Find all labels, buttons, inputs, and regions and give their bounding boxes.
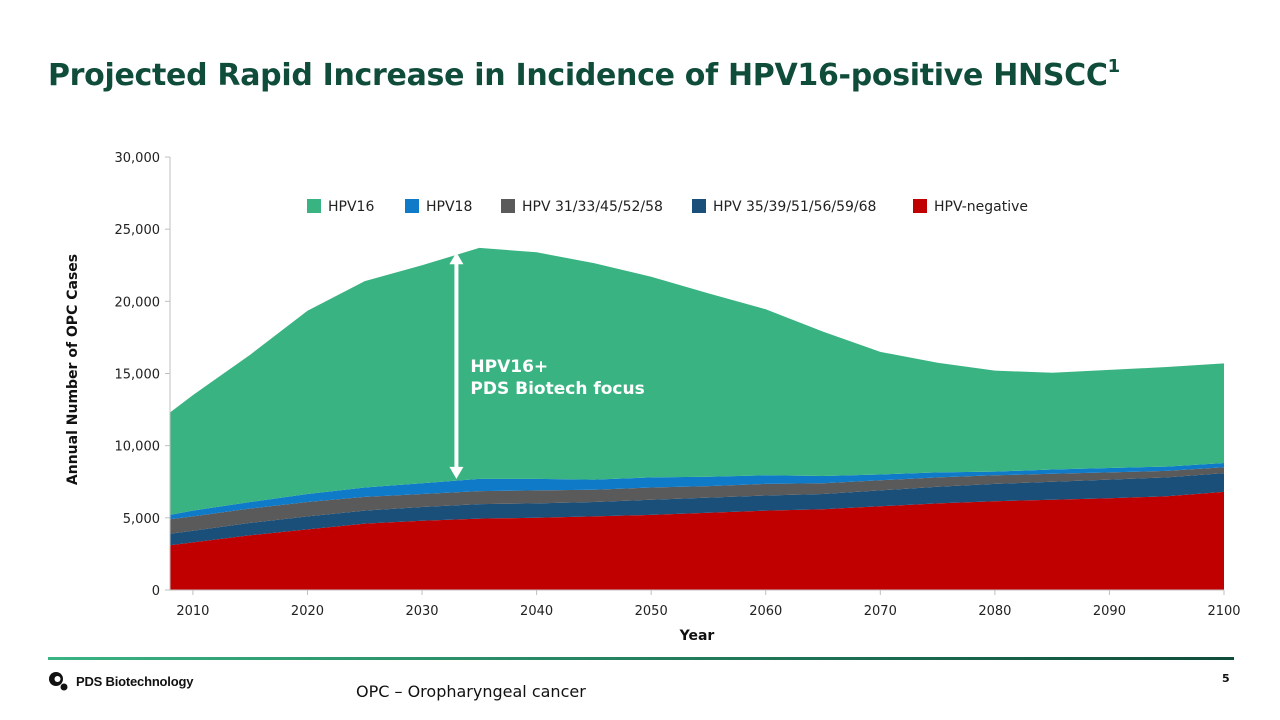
x-tick-label: 2030 bbox=[405, 604, 438, 619]
x-tick-label: 2050 bbox=[635, 604, 668, 619]
x-tick-label: 2060 bbox=[749, 604, 782, 619]
y-tick-label: 10,000 bbox=[115, 440, 161, 455]
title-footnote-ref: 1 bbox=[1107, 56, 1121, 77]
y-tick-label: 5,000 bbox=[123, 512, 160, 527]
annotation-label: PDS Biotech focus bbox=[470, 379, 644, 399]
x-tick-label: 2090 bbox=[1093, 604, 1126, 619]
x-tick-label: 2020 bbox=[291, 604, 324, 619]
y-tick-label: 25,000 bbox=[115, 223, 161, 238]
chart-axes: 0 5,000 10,000 15,000 20,000 25,000 30,000 2010… bbox=[65, 151, 1241, 644]
legend-label: HPV 31/33/45/52/58 bbox=[522, 199, 663, 215]
area-hpv-negative bbox=[170, 491, 1224, 590]
legend-swatch bbox=[501, 199, 515, 213]
chart-legend: HPV16 HPV18 HPV 31/33/45/52/58 HPV 35/39/51… bbox=[307, 199, 1028, 215]
legend-swatch bbox=[307, 199, 321, 213]
x-axis-label: Year bbox=[679, 628, 715, 644]
x-tick-label: 2040 bbox=[520, 604, 553, 619]
company-name: PDS Biotechnology bbox=[76, 673, 194, 689]
area-hpv18 bbox=[170, 463, 1224, 520]
footnote: OPC – Oropharyngeal cancer bbox=[356, 682, 586, 701]
x-tick-label: 2010 bbox=[176, 604, 209, 619]
y-tick-label: 20,000 bbox=[115, 295, 161, 310]
pds-logo-icon bbox=[49, 672, 68, 691]
x-tick-label: 2100 bbox=[1207, 604, 1240, 619]
legend-label: HPV18 bbox=[426, 199, 472, 215]
x-tick-label: 2070 bbox=[864, 604, 897, 619]
area-hpv-35-39-51-56-59-68 bbox=[170, 473, 1224, 546]
area-hpv16 bbox=[170, 247, 1224, 515]
company-logo: PDS Biotechnology bbox=[48, 670, 193, 692]
slide-title: Projected Rapid Increase in Incidence of… bbox=[48, 56, 1121, 93]
legend-item-hpv-35-39-51-56-59-68: HPV 35/39/51/56/59/68 bbox=[692, 199, 876, 215]
area-chart: 0 5,000 10,000 15,000 20,000 25,000 30,000 2010… bbox=[65, 151, 1241, 644]
y-axis-label: Annual Number of OPC Cases bbox=[65, 254, 81, 485]
legend-label: HPV-negative bbox=[934, 199, 1028, 215]
legend-swatch bbox=[692, 199, 706, 213]
page-number: 5 bbox=[1222, 672, 1230, 685]
legend-swatch bbox=[405, 199, 419, 213]
legend-item-hpv18: HPV18 bbox=[405, 199, 472, 215]
annotation-label: HPV16+ bbox=[470, 357, 548, 377]
y-tick-label: 15,000 bbox=[115, 368, 161, 383]
slide-title-text: Projected Rapid Increase in Incidence of… bbox=[48, 58, 1108, 93]
y-tick-label: 0 bbox=[152, 584, 160, 599]
legend-item-hpv16: HPV16 bbox=[307, 199, 374, 215]
legend-item-hpv-negative: HPV-negative bbox=[913, 199, 1028, 215]
legend-label: HPV 35/39/51/56/59/68 bbox=[713, 199, 876, 215]
chart-areas bbox=[170, 247, 1224, 590]
arrow-down-icon bbox=[449, 466, 464, 479]
y-tick-label: 30,000 bbox=[115, 151, 161, 166]
arrow-up-icon bbox=[449, 252, 464, 265]
legend-item-hpv-31-33-45-52-58: HPV 31/33/45/52/58 bbox=[501, 199, 663, 215]
footer-divider bbox=[48, 657, 1234, 660]
chart-annotation: HPV16+PDS Biotech focus bbox=[449, 252, 645, 479]
area-hpv-31-33-45-52-58 bbox=[170, 467, 1224, 534]
legend-label: HPV16 bbox=[328, 199, 374, 215]
x-tick-label: 2080 bbox=[978, 604, 1011, 619]
legend-swatch bbox=[913, 199, 927, 213]
